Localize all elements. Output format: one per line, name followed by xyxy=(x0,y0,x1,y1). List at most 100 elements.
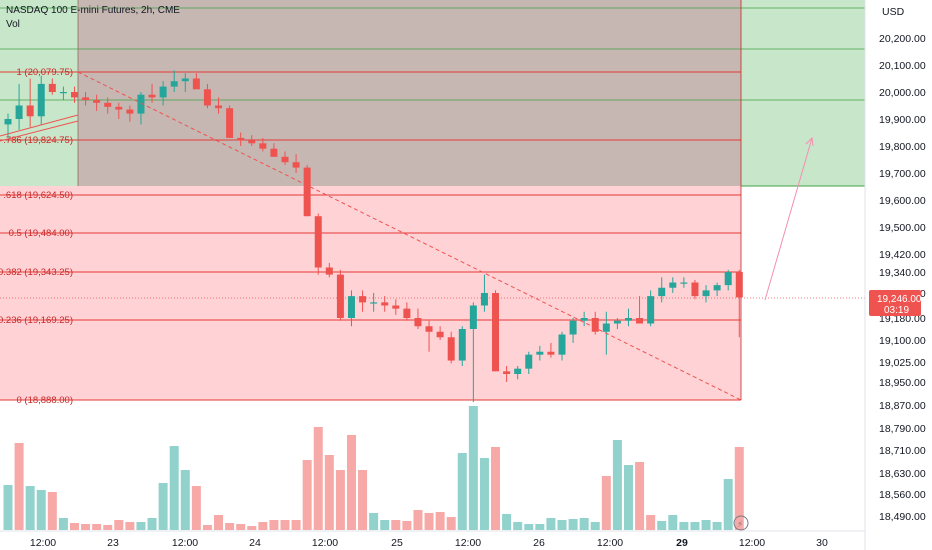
candle-body[interactable] xyxy=(403,308,411,318)
candle-body[interactable] xyxy=(237,137,245,141)
candle-body[interactable] xyxy=(458,329,466,361)
candle-body[interactable] xyxy=(336,274,344,318)
candle-body[interactable] xyxy=(181,78,189,82)
candle-body[interactable] xyxy=(525,354,533,369)
channel-line-a[interactable] xyxy=(0,114,79,137)
y-tick-label: 20,000.00 xyxy=(879,87,926,99)
candle-body[interactable] xyxy=(325,267,333,275)
volume-bar xyxy=(136,522,146,530)
candle-body[interactable] xyxy=(137,94,145,114)
candle-body[interactable] xyxy=(414,318,422,327)
volume-bar xyxy=(25,486,35,530)
candle-body[interactable] xyxy=(170,81,178,87)
candle-body[interactable] xyxy=(359,296,367,303)
channel-line-b[interactable] xyxy=(0,120,79,142)
volume-bar xyxy=(291,520,301,530)
volume-bar xyxy=(92,524,102,530)
candle-body[interactable] xyxy=(115,106,123,110)
projection-arrow-line[interactable] xyxy=(764,137,813,301)
candle-body[interactable] xyxy=(93,100,101,103)
candle-body[interactable] xyxy=(492,293,500,372)
candle-body[interactable] xyxy=(647,296,655,324)
candle-body[interactable] xyxy=(226,108,234,138)
candle-body[interactable] xyxy=(425,326,433,332)
candle-body[interactable] xyxy=(4,119,12,125)
volume-bar xyxy=(3,485,13,530)
candle-body[interactable] xyxy=(104,102,112,107)
candle-body[interactable] xyxy=(248,140,256,144)
candle-body[interactable] xyxy=(370,302,378,304)
candle-body[interactable] xyxy=(580,318,588,321)
fib-zones xyxy=(0,0,865,400)
candle-body[interactable] xyxy=(658,287,666,297)
candle-body[interactable] xyxy=(126,109,134,114)
candle-body[interactable] xyxy=(259,143,267,149)
volume-bar xyxy=(413,510,423,530)
candle-body[interactable] xyxy=(702,290,710,297)
candle-body[interactable] xyxy=(735,272,743,298)
candle-body[interactable] xyxy=(469,305,477,330)
candle-body[interactable] xyxy=(82,97,90,101)
candle-body[interactable] xyxy=(270,148,278,157)
candle-body[interactable] xyxy=(591,318,599,332)
candle-body[interactable] xyxy=(281,156,289,163)
candle-body[interactable] xyxy=(37,83,45,117)
volume-bar xyxy=(180,470,190,530)
candle-body[interactable] xyxy=(381,302,389,306)
candle-body[interactable] xyxy=(613,320,621,324)
candle-body[interactable] xyxy=(691,282,699,297)
volume-bar xyxy=(635,462,645,530)
candle-body[interactable] xyxy=(436,331,444,338)
x-tick-label: 12:00 xyxy=(597,537,623,549)
x-tick-label: 24 xyxy=(249,537,261,549)
candle-body[interactable] xyxy=(48,83,56,92)
volume-bar xyxy=(380,520,390,530)
candle-body[interactable] xyxy=(669,282,677,288)
dashed-trend-line[interactable] xyxy=(77,71,742,401)
volume-bar xyxy=(723,479,733,530)
candle-body[interactable] xyxy=(392,305,400,309)
candle-body[interactable] xyxy=(713,285,721,291)
volume-bar xyxy=(58,518,68,530)
candle-body[interactable] xyxy=(203,89,211,106)
candle-body[interactable] xyxy=(215,105,223,109)
candle-body[interactable] xyxy=(503,371,511,374)
x-tick-label: 12:00 xyxy=(455,537,481,549)
candle-body[interactable] xyxy=(724,272,732,286)
candle-body[interactable] xyxy=(292,162,300,168)
volume-bar xyxy=(590,522,600,530)
volume-bar xyxy=(81,524,91,530)
candle-body[interactable] xyxy=(536,351,544,355)
candle-body[interactable] xyxy=(15,105,23,120)
candle-body[interactable] xyxy=(59,92,67,94)
candle-body[interactable] xyxy=(680,282,688,284)
y-tick-label: 19,100.00 xyxy=(879,335,926,347)
currency-label[interactable]: USD xyxy=(882,6,905,18)
candle-body[interactable] xyxy=(303,167,311,217)
candle-body[interactable] xyxy=(569,320,577,335)
candle-body[interactable] xyxy=(70,92,78,98)
x-tick-label: 29 xyxy=(676,537,688,549)
candle-body[interactable] xyxy=(447,337,455,361)
candle-body[interactable] xyxy=(347,296,355,318)
volume-bar xyxy=(125,522,135,530)
candle-body[interactable] xyxy=(636,318,644,324)
candle-body[interactable] xyxy=(514,368,522,374)
volume-bars xyxy=(3,406,744,530)
candle-body[interactable] xyxy=(26,105,34,117)
candle-body[interactable] xyxy=(159,86,167,98)
candle-body[interactable] xyxy=(192,78,200,90)
replay-icon[interactable]: ⚡ xyxy=(733,515,749,531)
y-tick-label: 19,500.00 xyxy=(879,222,926,234)
candle-body[interactable] xyxy=(602,323,610,332)
candle-body[interactable] xyxy=(558,334,566,355)
candle-body[interactable] xyxy=(547,351,555,355)
candle-body[interactable] xyxy=(624,318,632,321)
candle-body[interactable] xyxy=(314,216,322,268)
candle-body[interactable] xyxy=(480,293,488,306)
candle-body[interactable] xyxy=(148,94,156,98)
y-axis-panel[interactable] xyxy=(865,0,932,550)
volume-bar xyxy=(513,522,523,530)
volume-bar xyxy=(313,427,323,530)
